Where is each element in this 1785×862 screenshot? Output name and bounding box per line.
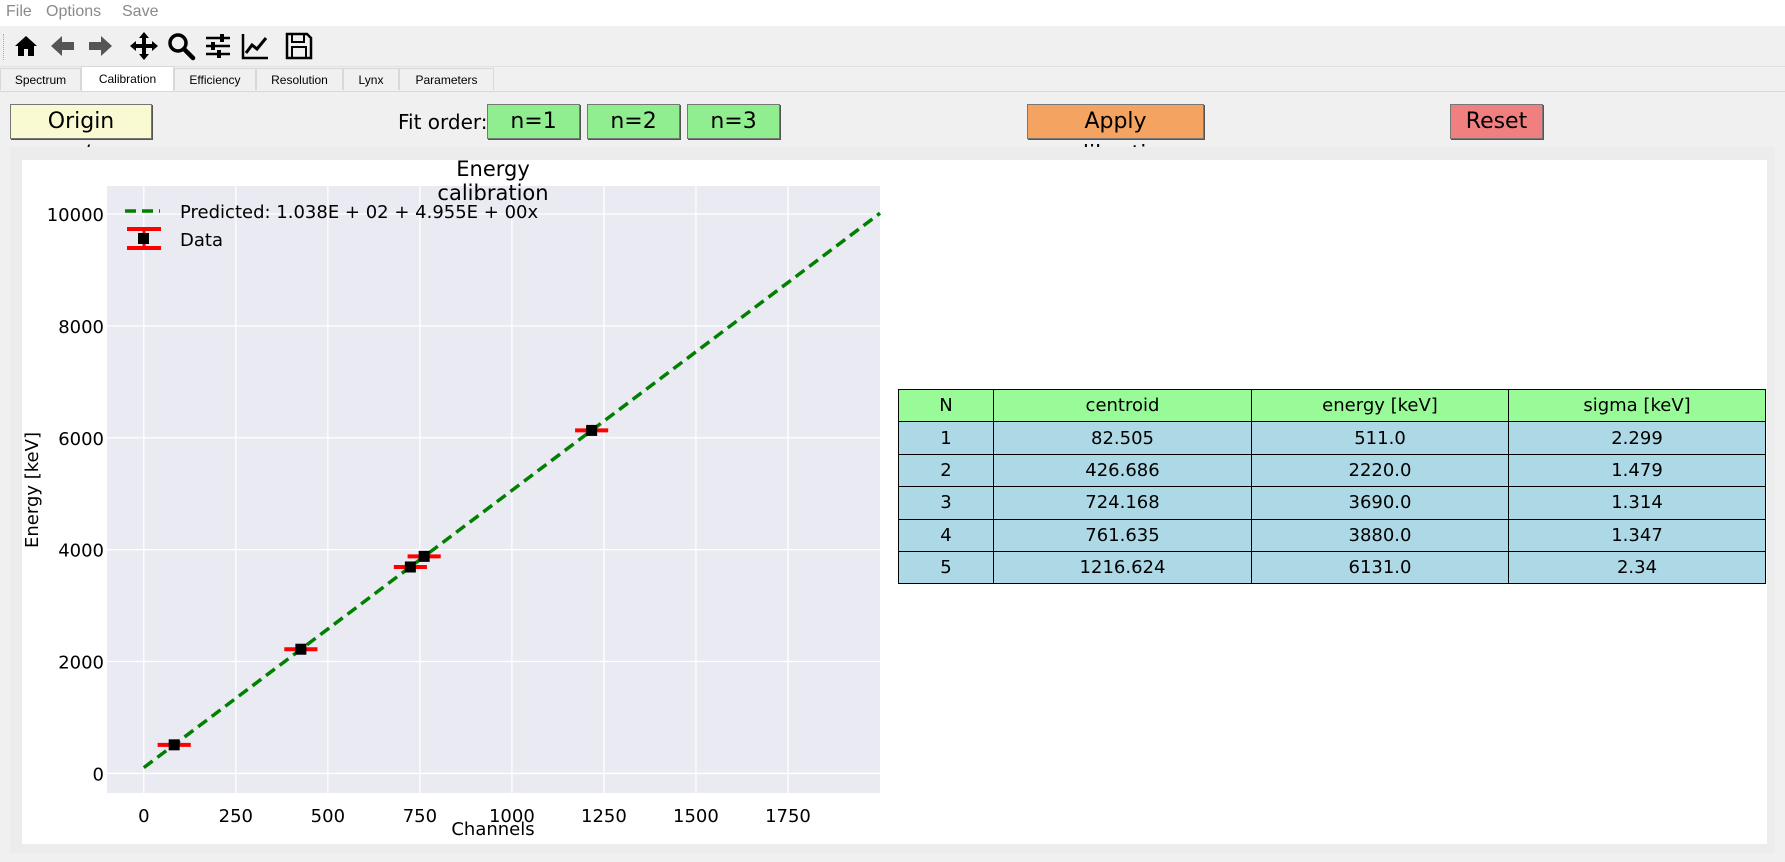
tab-lynx[interactable]: Lynx	[343, 68, 399, 90]
cell-n[interactable]: 1	[898, 421, 994, 455]
x-tick-label: 1750	[765, 806, 811, 827]
x-tick-label: 0	[138, 806, 149, 827]
cell-n[interactable]: 5	[898, 550, 994, 585]
home-icon[interactable]	[11, 31, 41, 61]
y-axis-label: Energy [keV]	[22, 432, 43, 548]
table-row[interactable]: 5 1216.624 6131.0 2.34	[898, 550, 1766, 585]
cell-energy[interactable]: 3880.0	[1251, 518, 1509, 552]
menu-file[interactable]: File	[6, 3, 32, 20]
x-tick-label: 1000	[489, 806, 535, 827]
fit-line	[142, 211, 882, 770]
x-tick-label: 250	[219, 806, 253, 827]
toolbar-grip[interactable]	[3, 34, 7, 60]
tab-calibration[interactable]: Calibration	[81, 66, 174, 91]
fit-order-label: Fit order:	[398, 110, 488, 134]
y-tick-label: 8000	[58, 317, 104, 338]
chart-title: Energy calibration	[437, 157, 549, 205]
table-row[interactable]: 3 724.168 3690.0 1.314	[898, 486, 1766, 520]
calibration-table: N centroid energy [keV] sigma [keV] 1 82…	[898, 388, 1766, 585]
x-tick-label: 1500	[673, 806, 719, 827]
cell-sigma[interactable]: 2.34	[1508, 550, 1766, 585]
cell-centroid[interactable]: 426.686	[993, 453, 1252, 488]
edit-axis-icon[interactable]	[240, 31, 270, 61]
data-point	[295, 643, 307, 655]
cell-energy[interactable]: 2220.0	[1251, 453, 1509, 488]
menu-save[interactable]: Save	[122, 3, 159, 20]
table-header-row: N centroid energy [keV] sigma [keV]	[898, 388, 1766, 423]
cell-sigma[interactable]: 1.314	[1508, 486, 1766, 520]
cell-n[interactable]: 2	[898, 453, 994, 488]
table-row[interactable]: 4 761.635 3880.0 1.347	[898, 518, 1766, 552]
cell-n[interactable]: 3	[898, 486, 994, 520]
x-tick-label: 1250	[581, 806, 627, 827]
pan-move-icon[interactable]	[129, 31, 159, 61]
y-tick-label: 6000	[58, 429, 104, 450]
y-tick-label: 10000	[47, 205, 104, 226]
cell-n[interactable]: 4	[898, 518, 994, 552]
plot-area	[107, 186, 880, 793]
table-row[interactable]: 2 426.686 2220.0 1.479	[898, 453, 1766, 488]
cell-sigma[interactable]: 1.479	[1508, 453, 1766, 488]
legend-predicted-label: Predicted: 1.038E + 02 + 4.955E + 00x	[180, 202, 538, 223]
forward-arrow-icon[interactable]	[85, 31, 115, 61]
tab-bar: Spectrum Calibration Efficiency Resoluti…	[0, 66, 1785, 92]
legend-data-swatch-marker	[138, 233, 149, 244]
cell-energy[interactable]: 3690.0	[1251, 486, 1509, 520]
configure-subplots-icon[interactable]	[203, 31, 233, 61]
header-sigma[interactable]: sigma [keV]	[1508, 388, 1766, 423]
table-row[interactable]: 1 82.505 511.0 2.299	[898, 421, 1766, 455]
header-centroid[interactable]: centroid	[993, 388, 1252, 423]
header-n[interactable]: N	[898, 388, 994, 423]
tab-efficiency[interactable]: Efficiency	[174, 68, 256, 90]
cell-centroid[interactable]: 761.635	[993, 518, 1252, 552]
legend-data-label: Data	[180, 230, 223, 251]
cell-energy[interactable]: 6131.0	[1251, 550, 1509, 585]
tab-parameters[interactable]: Parameters	[399, 68, 494, 90]
fit-order-n3-button[interactable]: n=3	[687, 104, 780, 139]
menu-options[interactable]: Options	[46, 3, 102, 20]
cell-energy[interactable]: 511.0	[1251, 421, 1509, 455]
toolbar	[0, 26, 1785, 67]
cell-centroid[interactable]: 82.505	[993, 421, 1252, 455]
y-tick-label: 0	[93, 764, 104, 785]
y-tick-label: 2000	[58, 653, 104, 674]
cell-sigma[interactable]: 1.347	[1508, 518, 1766, 552]
x-axis-label: Channels	[451, 819, 534, 840]
data-point	[168, 739, 180, 751]
cell-centroid[interactable]: 724.168	[993, 486, 1252, 520]
cell-sigma[interactable]: 2.299	[1508, 421, 1766, 455]
x-tick-label: 500	[311, 806, 345, 827]
zoom-icon[interactable]	[166, 31, 196, 61]
reset-button[interactable]: Reset	[1450, 104, 1543, 139]
y-tick-label: 4000	[58, 541, 104, 562]
back-arrow-icon[interactable]	[48, 31, 78, 61]
fit-order-n1-button[interactable]: n=1	[487, 104, 580, 139]
grid-lines	[107, 186, 880, 793]
cell-centroid[interactable]: 1216.624	[993, 550, 1252, 585]
tab-spectrum[interactable]: Spectrum	[0, 68, 81, 90]
tab-resolution[interactable]: Resolution	[256, 68, 343, 90]
data-point	[404, 561, 416, 573]
save-figure-icon[interactable]	[284, 31, 314, 61]
fit-order-n2-button[interactable]: n=2	[587, 104, 680, 139]
data-point	[418, 550, 430, 562]
legend: Predicted: 1.038E + 02 + 4.955E + 00x Da…	[125, 202, 538, 251]
header-energy[interactable]: energy [keV]	[1251, 388, 1509, 423]
menu-bar: File Options Save	[0, 0, 1785, 26]
data-point	[586, 424, 598, 436]
x-tick-label: 750	[403, 806, 437, 827]
